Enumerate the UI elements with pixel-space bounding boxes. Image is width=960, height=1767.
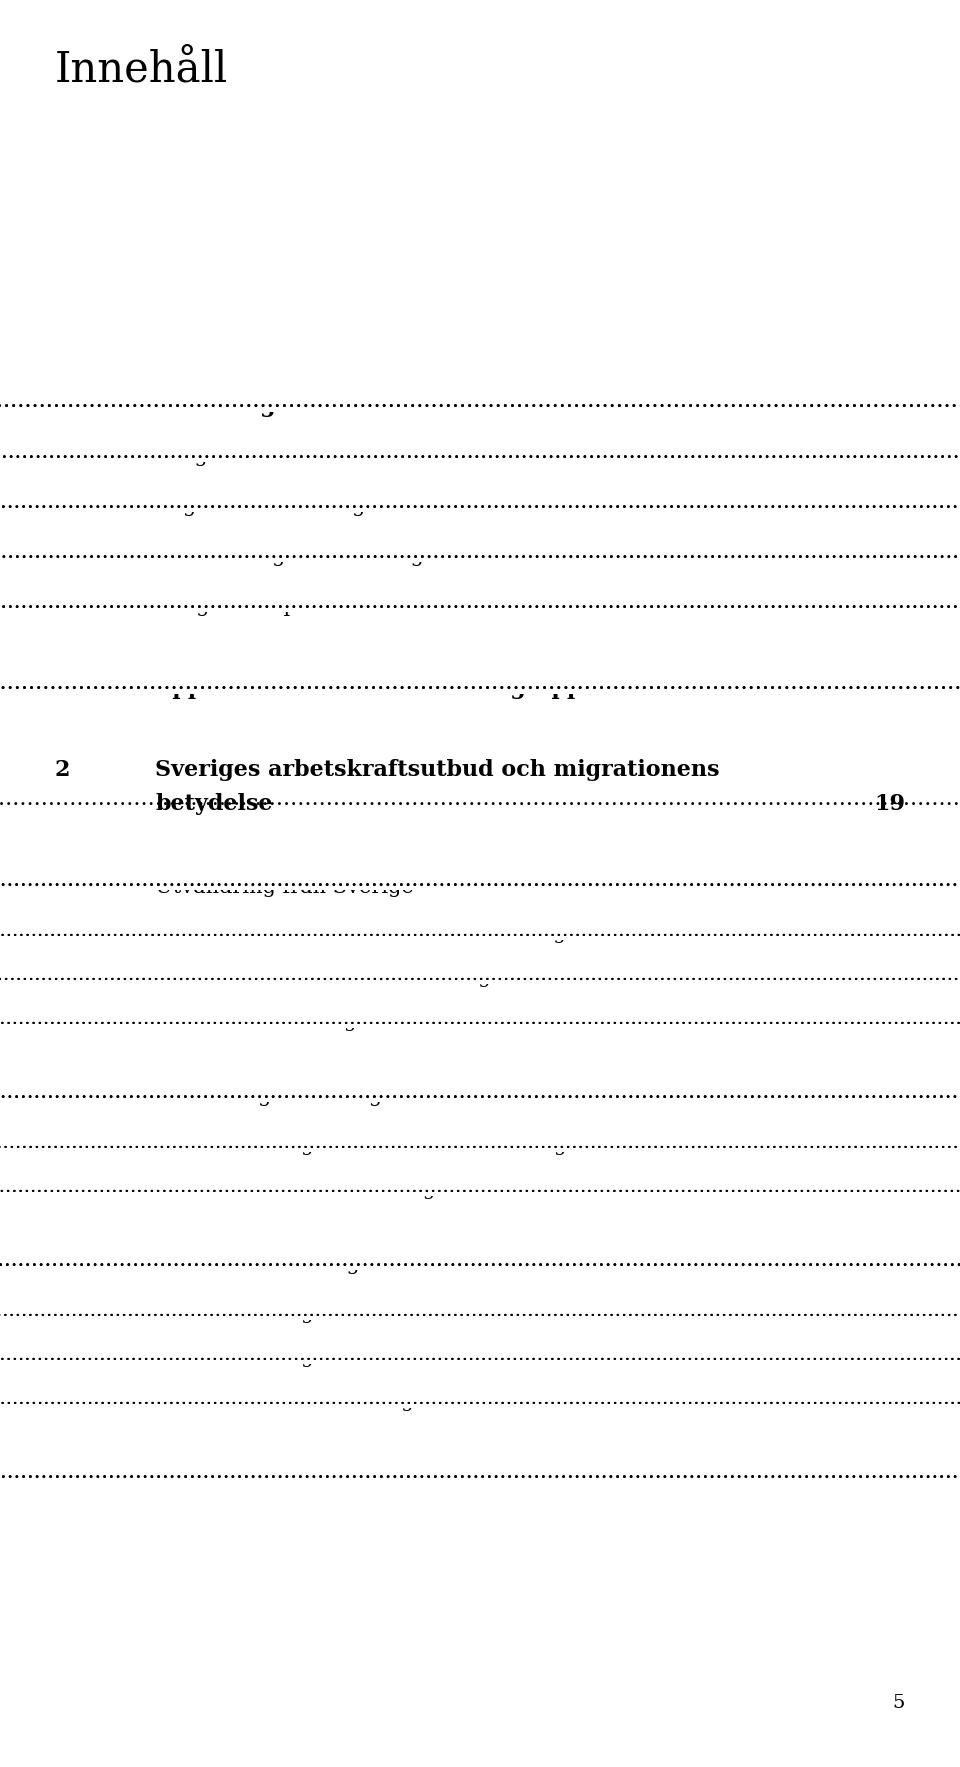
Text: ................................................................................: ........................................… [0, 391, 960, 412]
Text: ................................................................................: ........................................… [0, 542, 960, 562]
Text: Redovisning och tolkning av statistik: Redovisning och tolkning av statistik [155, 548, 547, 565]
Text: 11: 11 [878, 548, 905, 565]
Text: 5: 5 [893, 1695, 905, 1712]
Text: ................................................................................: ........................................… [0, 965, 960, 984]
Text: Bilagans dispostion: Bilagans dispostion [155, 597, 362, 617]
Text: 2: 2 [55, 760, 70, 781]
Text: betydelse: betydelse [155, 793, 273, 815]
Text: ................................................................................: ........................................… [0, 542, 960, 562]
Text: 21: 21 [880, 924, 905, 944]
Text: 12: 12 [878, 597, 905, 617]
Text: ................................................................................: ........................................… [0, 1009, 960, 1027]
Text: ................................................................................: ........................................… [0, 1389, 960, 1408]
Text: ................................................................................: ........................................… [0, 493, 960, 512]
Text: Invandring till Sverige: Invandring till Sverige [155, 1087, 395, 1106]
Text: 2.3.3: 2.3.3 [73, 1392, 123, 1412]
Text: 1.1: 1.1 [55, 447, 88, 466]
Text: 38: 38 [878, 1255, 905, 1274]
Text: ................................................................................: ........................................… [0, 1463, 960, 1483]
Text: 9: 9 [892, 447, 905, 466]
Text: ................................................................................: ........................................… [0, 871, 960, 891]
Text: ................................................................................: ........................................… [0, 1463, 960, 1483]
Text: 1.4: 1.4 [55, 597, 88, 617]
Text: Arbetskraftsinvandring: Arbetskraftsinvandring [205, 1180, 436, 1200]
Text: 13: 13 [875, 677, 905, 700]
Text: ................................................................................: ........................................… [0, 391, 960, 412]
Text: ................................................................................: ........................................… [0, 1177, 960, 1196]
Text: 1.3: 1.3 [55, 548, 88, 565]
Text: ................................................................................: ........................................… [0, 788, 960, 809]
Text: ................................................................................: ........................................… [0, 1009, 960, 1027]
Text: 1: 1 [55, 396, 70, 417]
Text: Invandringsströmmarnas förändring: Invandringsströmmarnas förändring [205, 1136, 566, 1156]
Text: 47: 47 [878, 1467, 905, 1486]
Text: ................................................................................: ........................................… [0, 594, 960, 611]
Text: ................................................................................: ........................................… [0, 1133, 960, 1152]
Text: ................................................................................: ........................................… [0, 1083, 960, 1103]
Text: ................................................................................: ........................................… [0, 871, 960, 891]
Text: 46: 46 [880, 1392, 905, 1412]
Text: 25: 25 [880, 968, 905, 988]
Text: ................................................................................: ........................................… [0, 671, 960, 694]
Text: Innehåll: Innehåll [55, 48, 228, 90]
Text: 2.1.1: 2.1.1 [73, 924, 123, 944]
Text: ................................................................................: ........................................… [0, 1302, 960, 1320]
Text: ................................................................................: ........................................… [0, 671, 960, 694]
Text: Appendix: Definitioner av begrepp: Appendix: Definitioner av begrepp [155, 677, 583, 700]
Text: 1.2: 1.2 [55, 497, 88, 516]
Text: Bakgrund: Bakgrund [155, 447, 259, 466]
Text: 2.4: 2.4 [55, 1467, 88, 1486]
Text: Migration och integration: Migration och integration [155, 497, 429, 516]
Text: ................................................................................: ........................................… [0, 1133, 960, 1152]
Text: 2.2: 2.2 [55, 1087, 88, 1106]
Text: 30: 30 [878, 1087, 905, 1106]
Text: Internationella migrationsströmmar: Internationella migrationsströmmar [155, 1255, 539, 1274]
Text: ................................................................................: ........................................… [0, 965, 960, 984]
Text: 2.1.3: 2.1.3 [73, 1012, 123, 1030]
Text: 21: 21 [878, 875, 905, 894]
Text: ................................................................................: ........................................… [0, 922, 960, 940]
Text: ................................................................................: ........................................… [0, 1389, 960, 1408]
Text: Arbetskraftens internationella rörlighet: Arbetskraftens internationella rörlighet [205, 924, 598, 944]
Text: ................................................................................: ........................................… [0, 1251, 960, 1270]
Text: 10: 10 [878, 497, 905, 516]
Text: 30: 30 [880, 1136, 905, 1156]
Text: ................................................................................: ........................................… [0, 1083, 960, 1103]
Text: ................................................................................: ........................................… [0, 444, 960, 463]
Text: Sammanfattande slutsatser: Sammanfattande slutsatser [155, 1467, 447, 1486]
Text: Invandring till OECD-länder: Invandring till OECD-länder [205, 1306, 484, 1323]
Text: 9: 9 [890, 396, 905, 417]
Text: ................................................................................: ........................................… [0, 444, 960, 463]
Text: ................................................................................: ........................................… [0, 1177, 960, 1196]
Text: Inledning: Inledning [155, 396, 276, 417]
Text: 2.2.1: 2.2.1 [73, 1136, 123, 1156]
Text: Förlorar Sverige kvalificerad arbetskraft?: Förlorar Sverige kvalificerad arbetskraf… [205, 1012, 618, 1030]
Text: A1: A1 [55, 677, 88, 700]
Text: 2.1.2: 2.1.2 [73, 968, 123, 988]
Text: ................................................................................: ........................................… [0, 493, 960, 512]
Text: ................................................................................: ........................................… [0, 1251, 960, 1270]
Text: 2.3.2: 2.3.2 [73, 1348, 123, 1368]
Text: 35: 35 [880, 1180, 905, 1200]
Text: 2.1: 2.1 [55, 875, 88, 894]
Text: 38: 38 [880, 1306, 905, 1323]
Text: ................................................................................: ........................................… [0, 594, 960, 611]
Text: ................................................................................: ........................................… [0, 922, 960, 940]
Text: ................................................................................: ........................................… [0, 1345, 960, 1364]
Text: Sveriges arbetskraftsutbud och migrationens: Sveriges arbetskraftsutbud och migration… [155, 760, 719, 781]
Text: Utvandring från Sverige: Utvandring från Sverige [155, 875, 414, 898]
Text: ................................................................................: ........................................… [0, 1345, 960, 1364]
Text: Arbetskraftens rörlighet inom EU: Arbetskraftens rörlighet inom EU [205, 1392, 538, 1412]
Text: 44: 44 [880, 1348, 905, 1368]
Text: 28: 28 [880, 1012, 905, 1030]
Text: 19: 19 [874, 793, 905, 815]
Text: Invandrare som utvandrar igen: Invandrare som utvandrar igen [205, 968, 515, 988]
Text: ................................................................................: ........................................… [0, 1302, 960, 1320]
Text: Invandring till EU:s medlemsländer: Invandring till EU:s medlemsländer [205, 1348, 558, 1368]
Text: 2.2.2: 2.2.2 [73, 1180, 123, 1200]
Text: 2.3: 2.3 [55, 1255, 88, 1274]
Text: 2.3.1: 2.3.1 [73, 1306, 123, 1323]
